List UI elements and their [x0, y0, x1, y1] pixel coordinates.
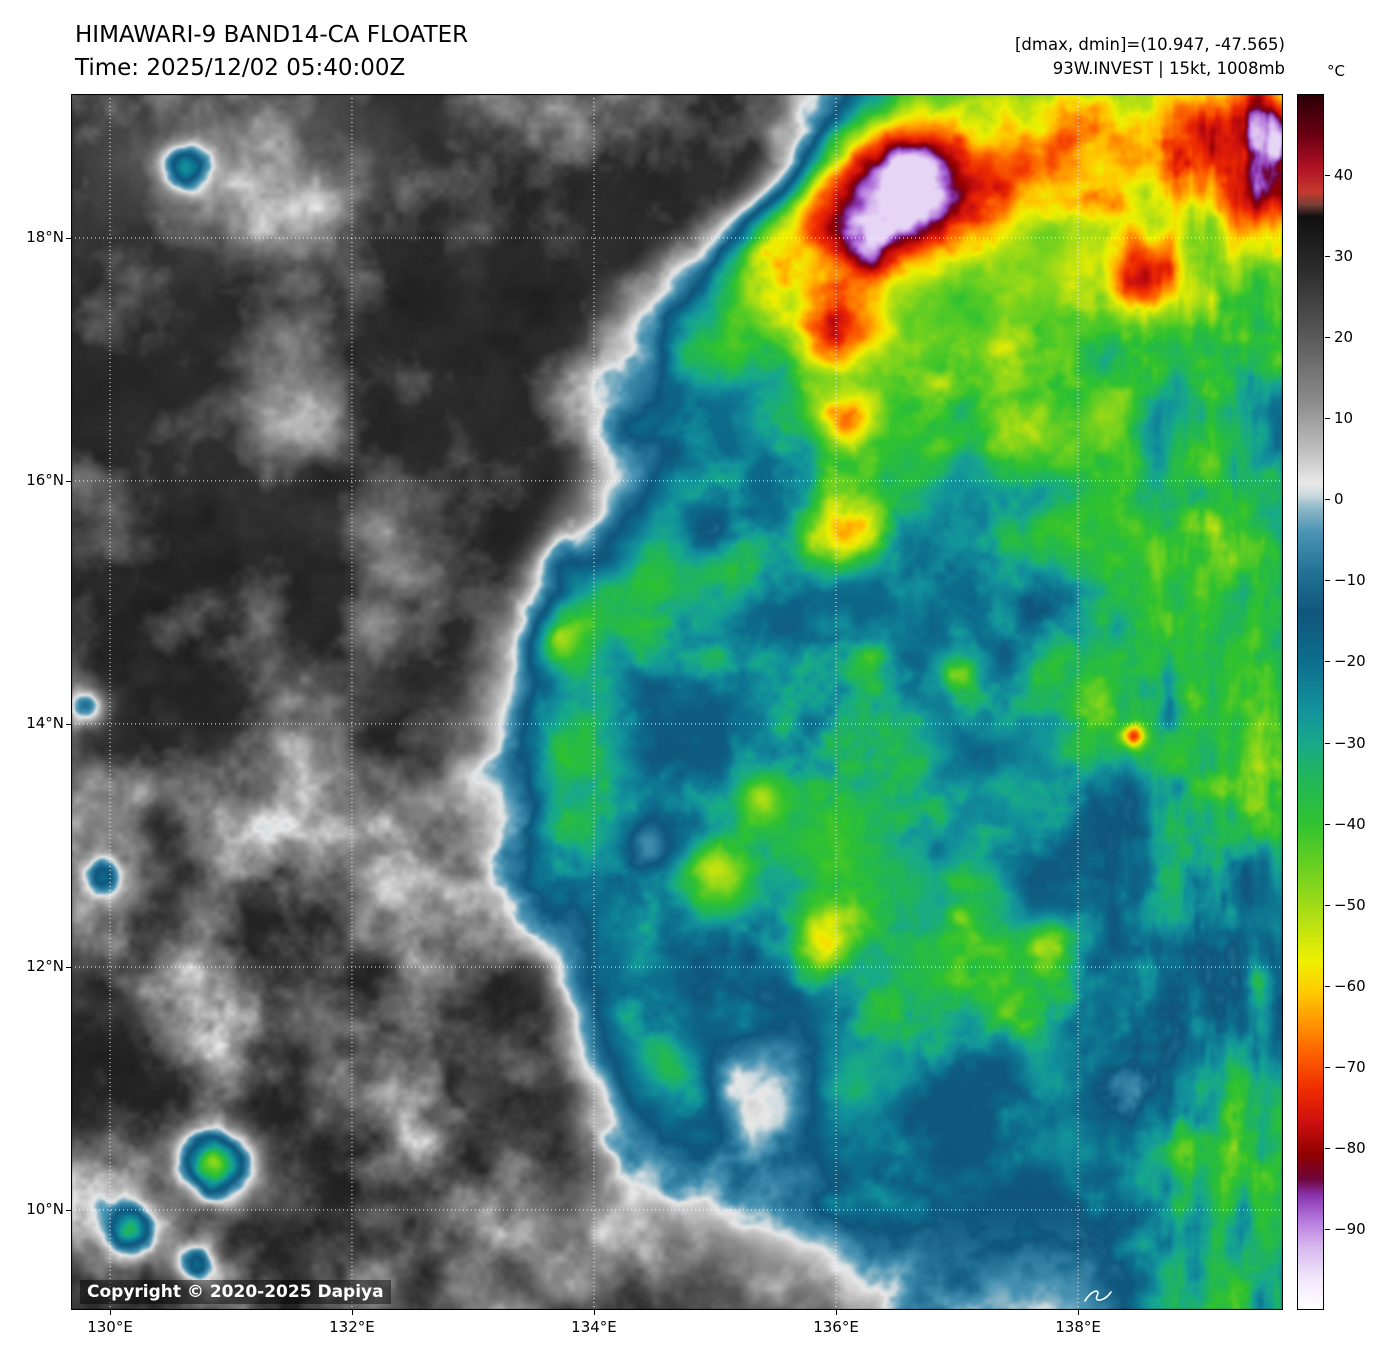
colorbar-tick-mark	[1325, 985, 1330, 987]
x-axis-tick-label: 138°E	[1055, 1318, 1101, 1336]
colorbar-tick-label: 0	[1334, 490, 1344, 509]
colorbar-tick-mark	[1325, 742, 1330, 744]
dmax-dmin-label: [dmax, dmin]=(10.947, -47.565)	[1015, 35, 1285, 54]
colorbar-tick-label: −60	[1334, 976, 1366, 995]
y-axis-tick-label: 16°N	[26, 470, 64, 489]
axis-tick-mark	[66, 966, 71, 968]
colorbar-tick-label: 30	[1334, 247, 1354, 266]
x-axis-tick-label: 132°E	[329, 1318, 375, 1336]
x-axis-tick-label: 134°E	[571, 1318, 617, 1336]
colorbar-tick-mark	[1325, 499, 1330, 501]
colorbar-tick-label: −30	[1334, 733, 1366, 752]
colorbar-tick-label: −40	[1334, 814, 1366, 833]
y-axis-tick-label: 14°N	[26, 713, 64, 732]
colorbar-tick-label: −80	[1334, 1138, 1366, 1157]
y-axis-tick-label: 10°N	[26, 1199, 64, 1218]
colorbar-tick-mark	[1325, 580, 1330, 582]
info-block: [dmax, dmin]=(10.947, -47.565) 93W.INVES…	[1015, 33, 1285, 81]
satellite-plot: Copyright © 2020-2025 Dapiya	[71, 94, 1283, 1310]
page-title: HIMAWARI-9 BAND14-CA FLOATER	[75, 22, 469, 48]
y-axis-tick-label: 18°N	[26, 227, 64, 246]
y-axis-tick-label: 12°N	[26, 956, 64, 975]
colorbar-tick-label: 40	[1334, 166, 1354, 185]
colorbar-tick-mark	[1325, 1066, 1330, 1068]
axis-tick-mark	[110, 1310, 112, 1315]
axis-tick-mark	[66, 1209, 71, 1211]
colorbar-tick-mark	[1325, 175, 1330, 177]
colorbar	[1297, 94, 1324, 1310]
copyright-overlay: Copyright © 2020-2025 Dapiya	[80, 1280, 391, 1304]
axis-tick-mark	[66, 480, 71, 482]
x-axis-tick-label: 130°E	[87, 1318, 133, 1336]
axis-tick-mark	[66, 237, 71, 239]
storm-info-label: 93W.INVEST | 15kt, 1008mb	[1052, 59, 1285, 78]
colorbar-tick-mark	[1325, 1228, 1330, 1230]
axis-tick-mark	[66, 723, 71, 725]
satellite-imagery-canvas	[71, 94, 1283, 1310]
colorbar-tick-label: 20	[1334, 328, 1354, 347]
colorbar-tick-mark	[1325, 337, 1330, 339]
colorbar-unit-label: °C	[1327, 62, 1345, 80]
axis-tick-mark	[836, 1310, 837, 1315]
colorbar-tick-mark	[1325, 256, 1330, 258]
axis-tick-mark	[351, 1310, 353, 1315]
colorbar-tick-mark	[1325, 418, 1330, 420]
colorbar-tick-mark	[1325, 1147, 1330, 1149]
colorbar-tick-label: −10	[1334, 571, 1366, 590]
colorbar-tick-mark	[1325, 661, 1330, 663]
x-axis-tick-label: 136°E	[813, 1318, 859, 1336]
colorbar-tick-label: −50	[1334, 895, 1366, 914]
axis-tick-mark	[1078, 1310, 1080, 1315]
colorbar-tick-mark	[1325, 904, 1330, 906]
colorbar-tick-label: −20	[1334, 652, 1366, 671]
time-label: Time: 2025/12/02 05:40:00Z	[75, 55, 406, 81]
axis-tick-mark	[593, 1310, 595, 1315]
colorbar-tick-label: −70	[1334, 1057, 1366, 1076]
colorbar-tick-mark	[1325, 823, 1330, 825]
colorbar-tick-label: −90	[1334, 1219, 1366, 1238]
colorbar-tick-label: 10	[1334, 409, 1354, 428]
